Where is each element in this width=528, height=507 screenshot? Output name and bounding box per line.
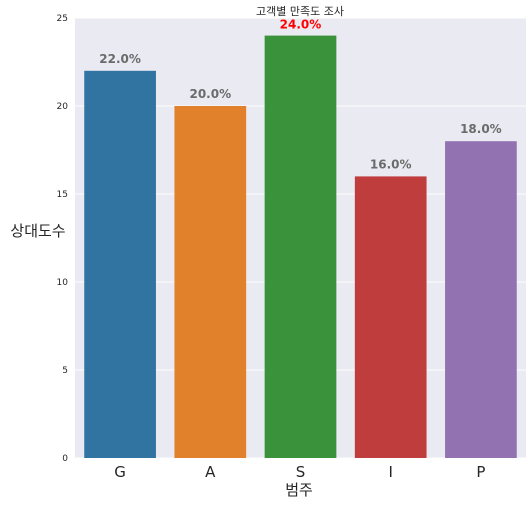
y-tick-label: 20 — [57, 102, 69, 112]
x-tick-label-p: P — [476, 463, 485, 481]
y-tick-label: 15 — [57, 190, 68, 200]
data-label-p: 18.0% — [460, 122, 502, 136]
bars — [84, 35, 517, 459]
data-label-a: 20.0% — [189, 87, 231, 101]
data-label-s: 24.0% — [280, 18, 322, 32]
bar-g — [84, 70, 156, 459]
y-tick-label: 25 — [57, 14, 68, 24]
x-tick-label-s: S — [296, 463, 306, 481]
bar-a — [174, 106, 247, 458]
bar-s — [264, 35, 337, 458]
bar-i — [354, 176, 427, 458]
x-axis-title: 범주 — [285, 481, 313, 499]
data-label-i: 16.0% — [370, 157, 412, 171]
x-tick-label-a: A — [205, 463, 216, 481]
x-tick-label-i: I — [388, 463, 392, 481]
data-label-g: 22.0% — [99, 52, 141, 66]
chart-title: 고객별 만족도 조사 — [256, 5, 344, 18]
x-tick-label-g: G — [114, 463, 126, 481]
y-tick-labels: 0 5 10 15 20 25 — [57, 14, 69, 464]
bar-p — [445, 141, 517, 458]
y-tick-label: 0 — [62, 454, 68, 464]
data-labels: 22.0% 20.0% 24.0% 16.0% 18.0% — [99, 18, 501, 172]
y-tick-label: 10 — [57, 278, 69, 288]
y-tick-label: 5 — [62, 366, 68, 376]
y-axis-title: 상대도수 — [10, 222, 65, 240]
